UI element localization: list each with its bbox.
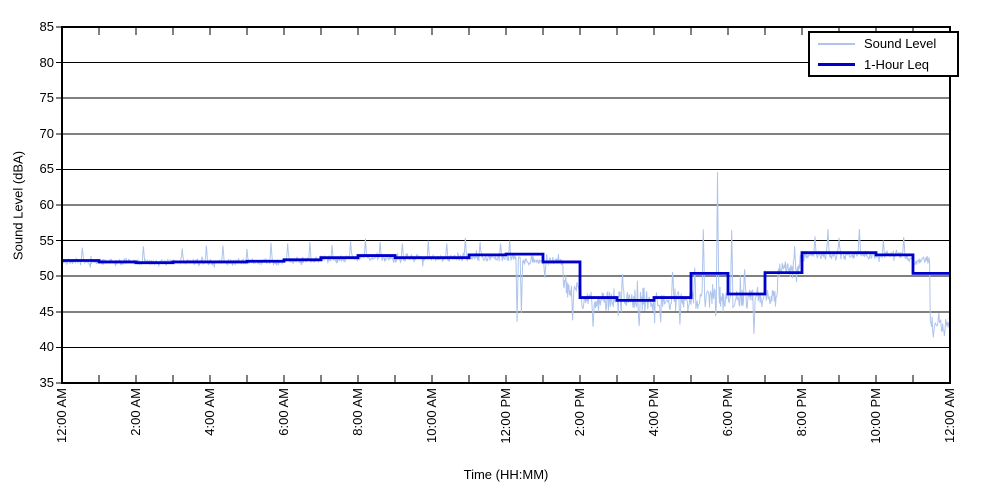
leq-line-sample — [818, 63, 855, 66]
x-tick-label: 6:00 PM — [720, 388, 735, 437]
x-tick-label: 12:00 PM — [498, 388, 513, 444]
x-tick-label: 12:00 AM — [942, 388, 957, 443]
legend-label-leq: 1-Hour Leq — [864, 57, 930, 72]
leq-series — [62, 251, 950, 302]
x-tick-label: 6:00 AM — [276, 388, 291, 436]
y-tick-label: 80 — [39, 54, 54, 70]
y-tick-label: 75 — [39, 90, 54, 106]
sound-level-line-sample — [818, 42, 855, 45]
x-tick-label: 2:00 PM — [572, 388, 587, 437]
x-tick-label: 2:00 AM — [128, 388, 143, 436]
x-tick-label: 4:00 PM — [646, 388, 661, 437]
legend: Sound Level 1-Hour Leq — [808, 31, 959, 77]
y-tick-label: 40 — [39, 339, 54, 355]
legend-label-sound-level: Sound Level — [864, 36, 937, 51]
plot-border — [61, 26, 951, 384]
x-tick-label: 8:00 AM — [350, 388, 365, 436]
x-tick-label: 10:00 PM — [868, 388, 883, 444]
legend-entry-sound-level: Sound Level — [810, 33, 957, 54]
y-tick-label: 60 — [39, 197, 54, 212]
x-tick-label: 12:00 AM — [54, 388, 69, 443]
y-tick-label: 35 — [39, 375, 54, 390]
y-tick-label: 50 — [39, 268, 54, 284]
y-tick-label: 70 — [39, 125, 54, 141]
y-tick-label: 45 — [39, 303, 54, 319]
legend-entry-leq: 1-Hour Leq — [810, 54, 957, 75]
y-tick-label: 65 — [39, 161, 54, 177]
y-axis-title: Sound Level (dBA) — [10, 150, 26, 261]
y-tick-label: 55 — [39, 232, 54, 248]
y-tick-label: 85 — [39, 19, 54, 34]
x-tick-label: 10:00 AM — [424, 388, 439, 443]
x-tick-label: 4:00 AM — [202, 388, 217, 436]
x-axis-title: Time (HH:MM) — [463, 467, 549, 482]
x-tick-label: 8:00 PM — [794, 388, 809, 437]
